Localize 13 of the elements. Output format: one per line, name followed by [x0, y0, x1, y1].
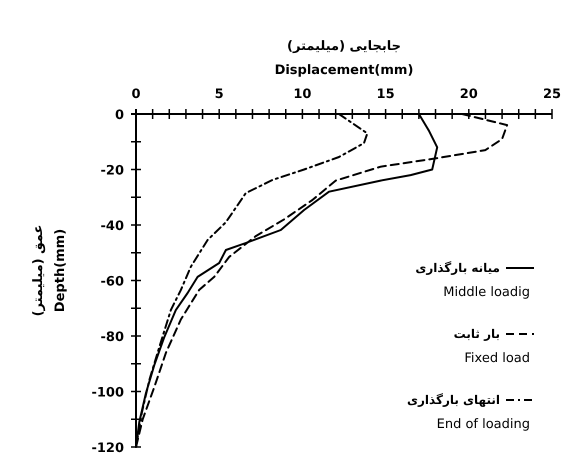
y-tick-label: -100	[91, 386, 124, 400]
x-tick-label: 10	[293, 87, 312, 102]
x-tick-label: 15	[376, 87, 395, 102]
y-tick-label: -80	[100, 330, 124, 345]
y-tick-label: 0	[114, 108, 124, 123]
y-tick-label: -120	[91, 441, 124, 456]
x-tick-label: 0	[131, 87, 141, 102]
y-tick-label: -20	[100, 164, 124, 178]
x-tick-label: 20	[460, 87, 478, 102]
y-tick-label: -60	[100, 274, 124, 290]
x-tick-label: 5	[214, 87, 224, 102]
x-tick-label: 25	[542, 87, 562, 102]
y-tick-label: -40	[100, 219, 124, 234]
